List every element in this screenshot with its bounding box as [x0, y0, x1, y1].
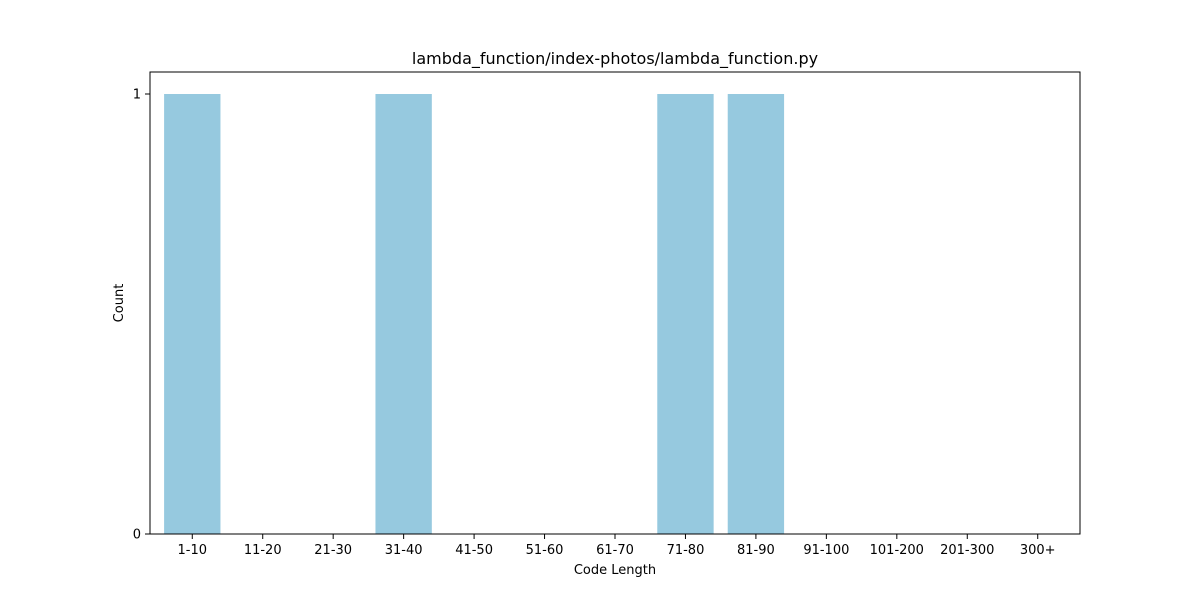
- bar-31-40: [375, 94, 432, 534]
- y-tick-label: 0: [133, 528, 141, 543]
- y-axis: 01: [133, 88, 150, 543]
- x-tick-label: 81-90: [737, 543, 775, 558]
- x-tick-label: 51-60: [526, 543, 564, 558]
- x-tick-label: 101-200: [870, 543, 924, 558]
- bar-81-90: [727, 94, 785, 534]
- x-tick-label: 41-50: [455, 543, 493, 558]
- bar-71-80: [657, 94, 714, 534]
- y-axis-label: Count: [112, 284, 127, 323]
- x-tick-label: 21-30: [314, 543, 352, 558]
- bars-layer: [164, 94, 785, 534]
- chart-title: lambda_function/index-photos/lambda_func…: [412, 49, 818, 69]
- x-axis-label: Code Length: [574, 563, 656, 578]
- x-tick-label: 11-20: [244, 543, 282, 558]
- bar-1-10: [164, 94, 221, 534]
- x-axis: 1-10 11-20 21-30 31-40 41-50 51-60 61-70 71-80 8…: [178, 534, 1056, 558]
- x-tick-label: 300+: [1020, 543, 1056, 558]
- x-tick-label: 1-10: [178, 543, 208, 558]
- x-tick-label: 91-100: [803, 543, 849, 558]
- y-tick-label: 1: [133, 88, 141, 103]
- x-tick-label: 201-300: [940, 543, 994, 558]
- x-tick-label: 31-40: [385, 543, 423, 558]
- plot-frame: [149, 71, 1081, 535]
- x-tick-label: 71-80: [667, 543, 705, 558]
- x-tick-label: 61-70: [596, 543, 634, 558]
